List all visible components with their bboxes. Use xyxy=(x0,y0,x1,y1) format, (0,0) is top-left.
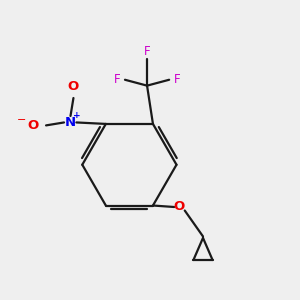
Text: O: O xyxy=(28,119,39,132)
Text: −: − xyxy=(16,115,26,125)
Text: F: F xyxy=(174,73,180,86)
Text: F: F xyxy=(144,45,150,58)
Text: O: O xyxy=(68,80,79,93)
Text: F: F xyxy=(114,73,121,86)
Text: N: N xyxy=(65,116,76,129)
Text: O: O xyxy=(174,200,185,214)
Text: +: + xyxy=(73,112,81,121)
